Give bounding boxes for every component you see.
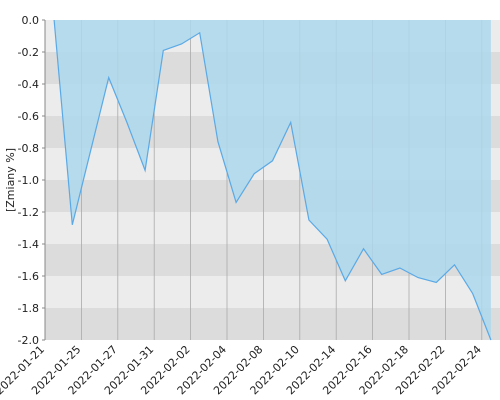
y-tick-label: -0.8 bbox=[18, 142, 39, 155]
line bbox=[53, 19, 492, 341]
y-tick-label: -1.4 bbox=[18, 238, 39, 251]
y-axis-label: [Zmiany %] bbox=[4, 148, 17, 212]
y-tick-label: -1.6 bbox=[18, 270, 39, 283]
y-tick-label: -2.0 bbox=[18, 334, 39, 347]
y-tick-label: -1.8 bbox=[18, 302, 39, 315]
area bbox=[54, 20, 491, 340]
y-tick-label: -1.0 bbox=[18, 174, 39, 187]
y-tick-label: -1.2 bbox=[18, 206, 39, 219]
y-tick-label: -0.4 bbox=[18, 78, 39, 91]
y-tick-label: -0.2 bbox=[18, 46, 39, 59]
y-tick-label: -0.6 bbox=[18, 110, 39, 123]
stripe bbox=[45, 308, 500, 340]
stripe bbox=[45, 276, 500, 308]
y-tick-label: 0.0 bbox=[22, 14, 40, 27]
